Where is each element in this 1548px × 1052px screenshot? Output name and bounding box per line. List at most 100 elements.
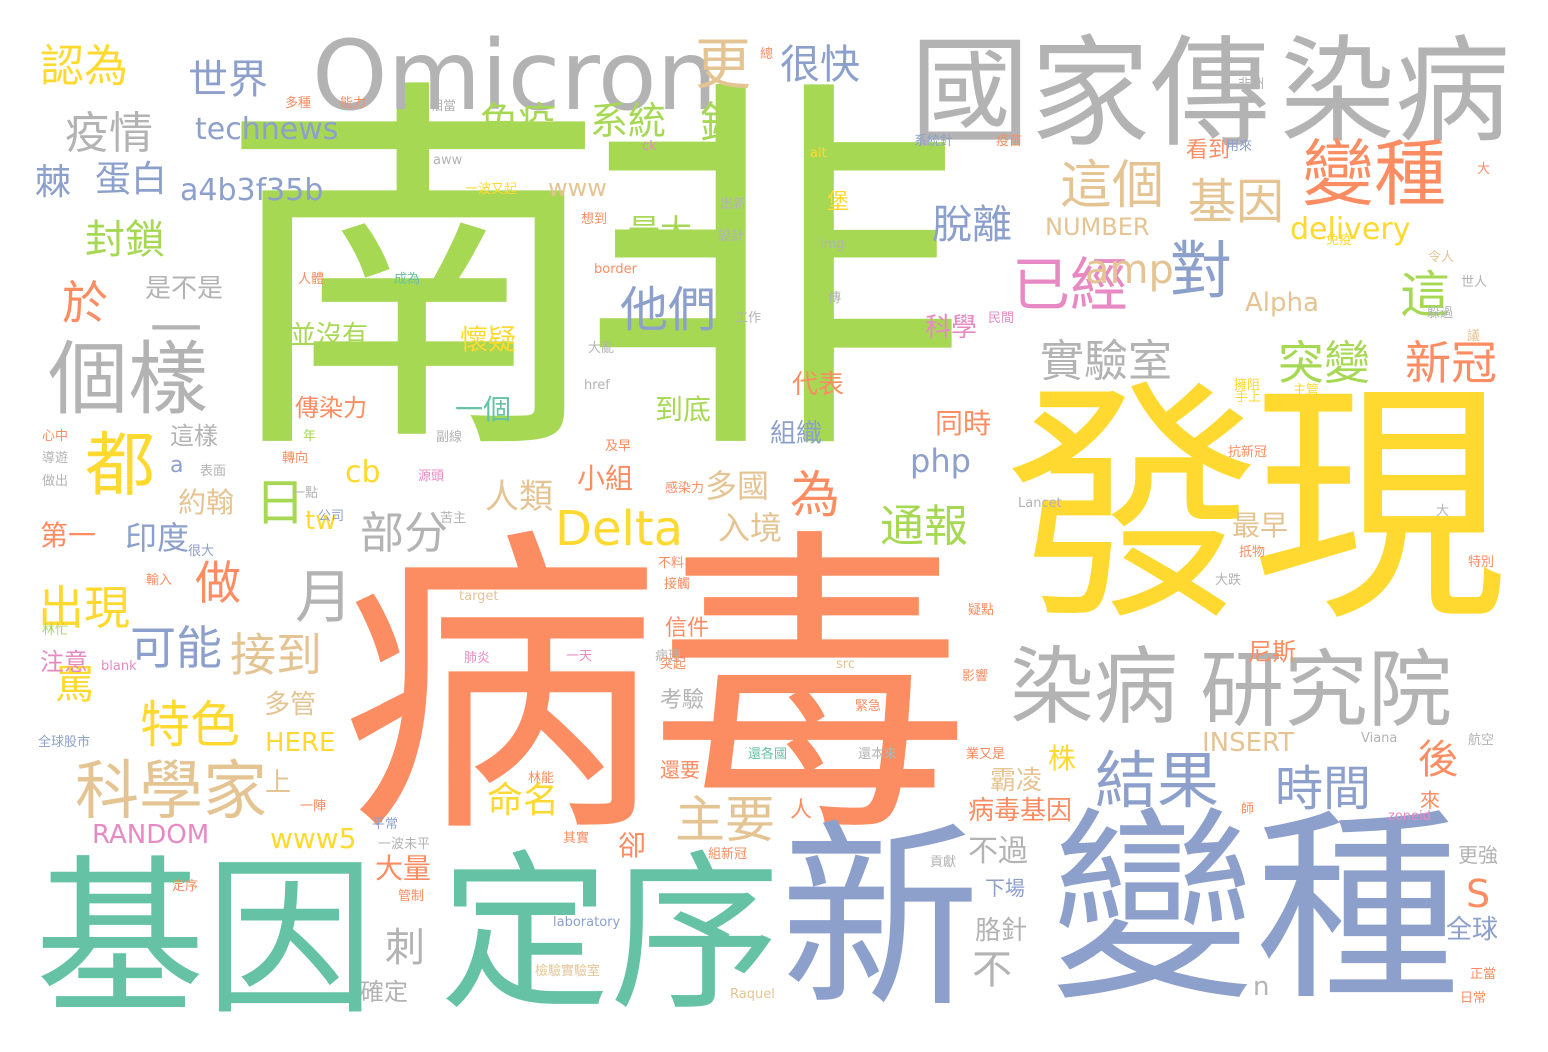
word-yuantou: 源頭 xyxy=(418,469,445,484)
word-cb: cb xyxy=(345,455,381,490)
word-fuxian: 副線 xyxy=(436,430,463,445)
word-haigeguo: 還各國 xyxy=(748,747,788,762)
word-yu: 於 xyxy=(62,276,108,330)
word-kandao: 看到 xyxy=(1186,138,1231,163)
word-xitong: 系統 xyxy=(590,99,667,143)
word-zhuanxiang: 轉向 xyxy=(282,451,309,466)
word-www: www xyxy=(548,174,607,202)
word-lai: 來 xyxy=(1420,788,1440,812)
word-daliang: 大量 xyxy=(375,852,432,885)
word-jiechu: 接觸 xyxy=(664,577,691,592)
word-laboratory: laboratory xyxy=(553,915,621,930)
word-ri: 日 xyxy=(255,474,305,532)
word-lancet: Lancet xyxy=(1018,496,1062,511)
word-jiyin: 基因 xyxy=(35,841,376,1039)
word-ren: 人 xyxy=(790,798,813,823)
word-huaiyi: 懷疑 xyxy=(460,323,517,356)
word-duozhong: 多種 xyxy=(285,96,312,111)
word-lingren: 令人 xyxy=(1428,250,1455,265)
word-src: src xyxy=(836,657,855,672)
word-xiangdao: 想到 xyxy=(581,212,608,227)
word-yimiao: 疫苗 xyxy=(996,134,1023,149)
word-xin: 新 xyxy=(780,803,981,1036)
word-keneng: 可能 xyxy=(130,621,222,675)
word-wei: 為 xyxy=(790,466,840,524)
word-border: border xyxy=(594,262,637,277)
word-duoguan: 多管 xyxy=(264,690,317,720)
word-jiedao: 接到 xyxy=(230,628,322,682)
word-daoyou: 導遊 xyxy=(42,451,69,466)
word-bianzhong: 變種 xyxy=(1302,132,1447,216)
word-daodi: 到底 xyxy=(655,393,712,426)
word-zhuyao: 主要 xyxy=(675,791,775,849)
word-fengsuo: 封鎖 xyxy=(85,217,165,263)
word-delta: Delta xyxy=(555,501,684,557)
word-kexuejia: 科學家 xyxy=(75,755,267,829)
word-zhuguan: 主管 xyxy=(1293,383,1320,398)
word-jiyin-2: 基因 xyxy=(1188,174,1285,230)
word-amp: amp xyxy=(1085,247,1174,293)
word-ck: ck xyxy=(642,139,657,154)
word-quanqiugushi: 全球股市 xyxy=(38,735,91,750)
word-yibowei: 一波未平 xyxy=(378,837,431,852)
word-bingdu: 病毒 xyxy=(340,504,970,876)
word-geyang: 個樣 xyxy=(48,333,208,426)
word-xiangdang: 相當 xyxy=(430,99,457,114)
word-tamen: 他們 xyxy=(620,282,717,338)
word-a: a xyxy=(170,453,184,478)
word-www5: www5 xyxy=(270,822,357,855)
word-dui: 對 xyxy=(1170,234,1233,307)
word-bingli: 病理 xyxy=(655,649,682,664)
word-guojiachuan: 國家傳 xyxy=(910,25,1270,164)
word-yi-small: 議 xyxy=(1467,329,1481,344)
word-alpha: Alpha xyxy=(1245,288,1319,318)
word-sheji: 設計 xyxy=(718,229,745,244)
word-viana: Viana xyxy=(1361,731,1398,746)
word-yidian: 一點 xyxy=(292,486,319,501)
word-cuo: 錯 xyxy=(700,98,744,149)
word-tubian: 突變 xyxy=(1278,336,1370,390)
word-bingmeiyou: 並沒有 xyxy=(290,321,369,351)
word-biaomian: 表面 xyxy=(200,464,227,479)
word-nanfei: 南非 xyxy=(218,48,968,502)
word-dihuo: 抵物 xyxy=(1239,545,1266,560)
word-qishi: 其實 xyxy=(563,831,590,846)
word-zuizao: 最早 xyxy=(1232,509,1289,542)
word-bingdujiyin: 病毒基因 xyxy=(968,796,1073,826)
word-haiyao: 還要 xyxy=(660,758,700,782)
word-renwei: 認為 xyxy=(40,41,128,92)
word-omicron: Omicron xyxy=(312,20,718,132)
word-tongbao: 通報 xyxy=(880,501,968,552)
word-aww: aww xyxy=(433,153,463,168)
word-jinji: 緊急 xyxy=(855,699,882,714)
word-ranbing-2: 染病 xyxy=(1010,638,1179,736)
word-ranbing: 染病 xyxy=(1280,25,1511,159)
word-feiyan: 肺炎 xyxy=(464,651,491,666)
word-yidian2: 疑點 xyxy=(968,603,995,618)
word-yitian: 一天 xyxy=(566,649,593,664)
word-gongsi: 公司 xyxy=(318,509,345,524)
word-gongzuo: 工作 xyxy=(735,311,762,326)
word-yuehan: 約翰 xyxy=(178,486,235,519)
word-richang: 日常 xyxy=(1460,991,1487,1006)
word-feizhou: 非洲 xyxy=(1238,77,1265,92)
word-minjian: 民間 xyxy=(988,311,1015,326)
word-zuo: 做 xyxy=(195,556,241,610)
word-guanzhi: 管制 xyxy=(398,889,425,904)
word-kaoyan: 考驗 xyxy=(660,688,705,713)
word-jieguo: 結果 xyxy=(1095,744,1220,817)
word-ji: 棘 xyxy=(35,162,72,203)
word-haibenlai: 還本來 xyxy=(858,747,898,762)
word-tese: 特色 xyxy=(140,696,240,754)
word-zhege: 這個 xyxy=(1060,156,1165,216)
word-zhuyi: 注意 xyxy=(40,648,88,676)
word-da-2: 大 xyxy=(1436,504,1450,519)
word-gengqiang: 更強 xyxy=(1458,843,1498,867)
word-yanjiuyuan: 研究院 xyxy=(1200,641,1453,739)
word-bianzhong-large: 變種 xyxy=(1050,791,1460,1029)
word-buliao: 不料 xyxy=(658,556,685,571)
word-shi: 師 xyxy=(1241,802,1255,817)
word-yonglai: 用來 xyxy=(1226,139,1253,154)
word-yi: 一 xyxy=(150,301,203,361)
